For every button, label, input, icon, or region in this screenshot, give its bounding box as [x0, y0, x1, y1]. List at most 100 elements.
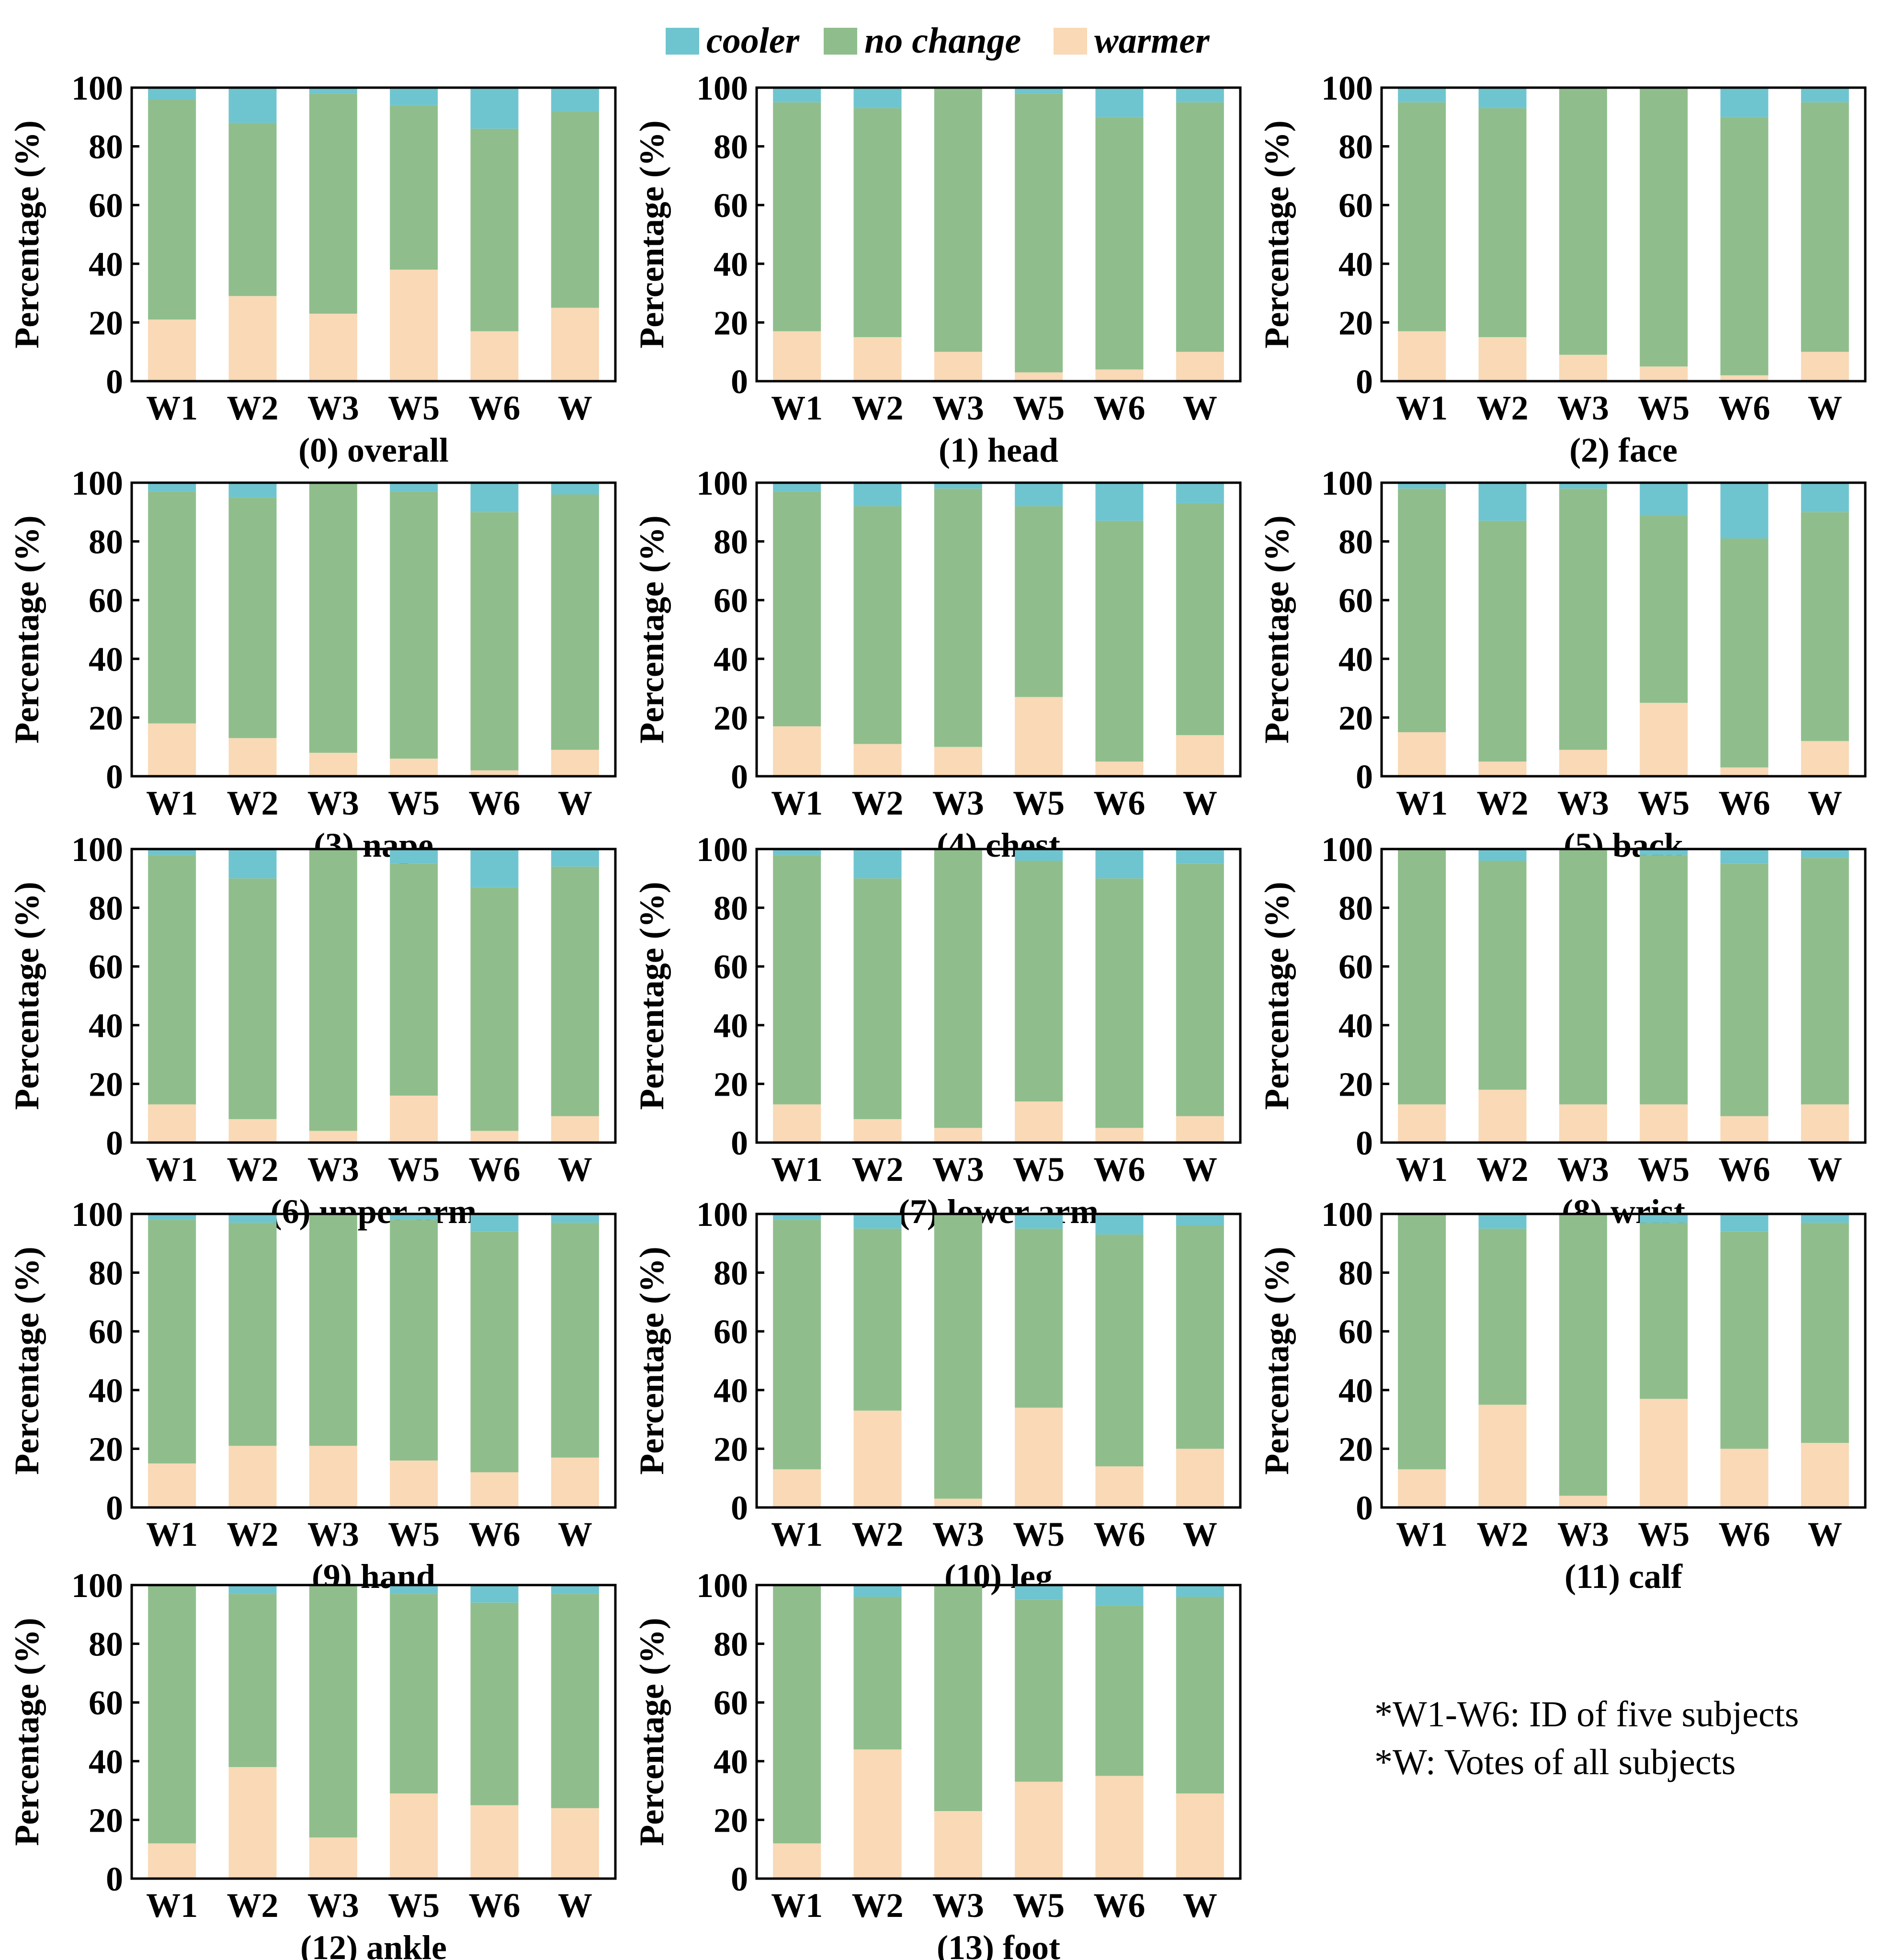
footnote: *W1-W6: ID of five subjects *W: Votes of…: [1374, 1690, 1799, 1786]
bar-cooler-w: [1176, 483, 1224, 503]
x-tick-label: W3: [932, 1886, 984, 1925]
bar-no-change-w1: [1398, 102, 1446, 331]
bar-warmer-w2: [853, 744, 902, 776]
axes-frame: [1380, 848, 1867, 1144]
bar-no-change-w3: [309, 483, 357, 753]
bar-warmer-w: [1176, 1116, 1224, 1143]
bar-no-change-w1: [773, 855, 821, 1105]
bar-warmer-w5: [390, 1460, 438, 1507]
bar-warmer-w5: [390, 1793, 438, 1879]
axes-frame: [130, 848, 617, 1144]
bar-warmer-w6: [1095, 1128, 1144, 1143]
bar-no-change-w3: [1559, 88, 1607, 355]
y-tick-label: 60: [714, 1313, 748, 1351]
bar-warmer-w6: [470, 1472, 519, 1507]
bar-cooler-w6: [1720, 483, 1769, 539]
y-tick-label: 0: [106, 1124, 123, 1162]
y-tick-label: 80: [89, 523, 123, 561]
bar-no-change-w3: [309, 1585, 357, 1838]
bar-warmer-w3: [309, 1837, 357, 1879]
bar-cooler-w5: [1015, 483, 1063, 507]
bar-no-change-w5: [1015, 1599, 1063, 1782]
bar-warmer-w: [551, 1808, 599, 1879]
bar-warmer-w5: [1015, 1407, 1063, 1507]
x-tick-label: W6: [469, 389, 521, 427]
bar-no-change-w: [551, 1594, 599, 1808]
x-tick-label: W3: [307, 784, 359, 822]
bar-cooler-w2: [228, 1214, 277, 1223]
y-tick-label: 20: [89, 1801, 123, 1839]
y-tick-label: 80: [89, 128, 123, 166]
y-tick-label: 0: [731, 363, 748, 401]
bar-cooler-w6: [1095, 1214, 1144, 1235]
y-tick-label: 20: [1338, 1430, 1373, 1468]
y-tick-label: 80: [714, 1254, 748, 1292]
x-tick-label: W3: [1557, 389, 1609, 427]
x-tick-label: W3: [307, 1886, 359, 1925]
x-tick-label: W2: [852, 1515, 904, 1553]
y-tick-label: 100: [696, 464, 748, 502]
bar-no-change-w3: [934, 1214, 982, 1499]
x-tick-label: W5: [1013, 389, 1065, 427]
bar-warmer-w5: [1015, 1781, 1063, 1879]
bar-warmer-w2: [228, 1119, 277, 1143]
panel-0-overall: W1 W2 W3 W5 W6 W 0 20 40 60 80 100 Percentage (%) (0)…: [8, 69, 617, 469]
x-tick-label: W: [1808, 1515, 1842, 1553]
bar-warmer-w3: [934, 351, 982, 381]
y-tick-label: 0: [1356, 1124, 1373, 1162]
axes-frame: [755, 1584, 1242, 1880]
bar-warmer-w3: [309, 314, 357, 381]
bar-warmer-w6: [470, 770, 519, 776]
bar-warmer-w2: [228, 1446, 277, 1507]
y-tick-label: 100: [71, 830, 123, 869]
y-tick-label: 0: [731, 1489, 748, 1527]
panel-7-lower-arm: W1 W2 W3 W5 W6 W 0 20 40 60 80 100 Percentage (%) (7)…: [633, 830, 1242, 1231]
x-tick-label: W2: [227, 1886, 279, 1925]
bar-no-change-w1: [148, 99, 196, 320]
y-tick-label: 100: [71, 69, 123, 107]
bar-warmer-w6: [1095, 1466, 1144, 1507]
y-axis-label: Percentage (%): [1258, 515, 1296, 743]
bar-warmer-w1: [773, 1104, 821, 1143]
x-tick-label: W6: [1094, 784, 1145, 822]
x-tick-label: W1: [1396, 1150, 1448, 1189]
bar-warmer-w1: [148, 1104, 196, 1143]
bar-cooler-w2: [228, 1585, 277, 1594]
legend: cooler no change warmer: [666, 21, 1210, 61]
y-axis-label: Percentage (%): [1258, 1246, 1296, 1474]
bar-no-change-w3: [1559, 849, 1607, 1105]
x-tick-label: W5: [1638, 784, 1690, 822]
y-axis-label: Percentage (%): [633, 515, 671, 743]
bar-warmer-w1: [1398, 1104, 1446, 1143]
bar-cooler-w5: [1015, 849, 1063, 861]
bar-cooler-w6: [470, 88, 519, 129]
bar-cooler-w6: [1095, 483, 1144, 521]
bar-warmer-w6: [1095, 369, 1144, 381]
x-tick-label: W2: [1477, 389, 1529, 427]
y-axis-label: Percentage (%): [8, 515, 46, 743]
bar-no-change-w3: [934, 488, 982, 747]
bar-no-change-w1: [1398, 849, 1446, 1105]
x-tick-label: W2: [227, 1515, 279, 1553]
bar-no-change-w2: [228, 878, 277, 1119]
bar-warmer-w: [1801, 741, 1849, 776]
bar-no-change-w1: [1398, 1214, 1446, 1470]
bar-cooler-w: [1801, 88, 1849, 102]
axes-frame: [130, 1212, 617, 1509]
x-tick-label: W3: [307, 389, 359, 427]
bar-no-change-w5: [1640, 855, 1688, 1105]
bar-no-change-w1: [148, 1220, 196, 1464]
y-tick-label: 0: [1356, 363, 1373, 401]
x-tick-label: W6: [1719, 389, 1770, 427]
x-tick-label: W3: [1557, 1150, 1609, 1189]
bar-cooler-w2: [1478, 849, 1527, 861]
x-tick-label: W2: [852, 1150, 904, 1189]
bar-no-change-w5: [1640, 88, 1688, 367]
legend-label-no-change: no change: [864, 21, 1021, 61]
y-tick-label: 20: [714, 1065, 748, 1103]
bar-cooler-w1: [148, 88, 196, 100]
x-tick-label: W: [558, 1150, 592, 1189]
